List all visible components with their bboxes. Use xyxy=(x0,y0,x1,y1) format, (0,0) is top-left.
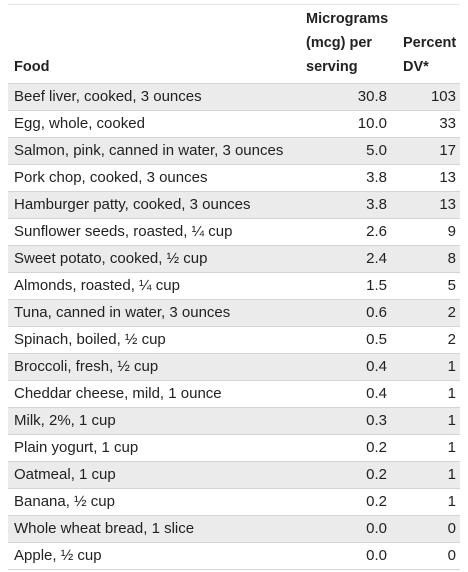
table-row: Sunflower seeds, roasted, ¼ cup 2.6 9 xyxy=(8,218,460,246)
cell-food: Egg, whole, cooked xyxy=(8,110,300,138)
cell-food: Almonds, roasted, ¼ cup xyxy=(8,272,300,300)
table-row: Broccoli, fresh, ½ cup 0.4 1 xyxy=(8,353,460,381)
cell-micrograms: 0.2 xyxy=(300,434,397,462)
column-header-food: Food xyxy=(8,4,300,84)
column-header-percent-dv: Percent DV* xyxy=(397,4,460,84)
table-row: Tuna, canned in water, 3 ounces 0.6 2 xyxy=(8,299,460,327)
cell-food: Sunflower seeds, roasted, ¼ cup xyxy=(8,218,300,246)
cell-percent-dv: 33 xyxy=(397,110,460,138)
cell-percent-dv: 5 xyxy=(397,272,460,300)
cell-micrograms: 1.5 xyxy=(300,272,397,300)
cell-food: Banana, ½ cup xyxy=(8,488,300,516)
table-row: Milk, 2%, 1 cup 0.3 1 xyxy=(8,407,460,435)
column-header-micrograms-line1: Micrograms xyxy=(306,11,389,27)
cell-micrograms: 0.4 xyxy=(300,353,397,381)
cell-micrograms: 30.8 xyxy=(300,83,397,111)
cell-percent-dv: 2 xyxy=(397,299,460,327)
cell-micrograms: 2.6 xyxy=(300,218,397,246)
column-header-micrograms: Micrograms (mcg) per serving xyxy=(300,4,397,84)
cell-percent-dv: 0 xyxy=(397,542,460,570)
table-row: Beef liver, cooked, 3 ounces 30.8 103 xyxy=(8,83,460,111)
nutrient-table-container: Food Micrograms (mcg) per serving Percen… xyxy=(8,4,460,570)
cell-food: Sweet potato, cooked, ½ cup xyxy=(8,245,300,273)
nutrient-table: Food Micrograms (mcg) per serving Percen… xyxy=(8,4,460,570)
cell-percent-dv: 0 xyxy=(397,515,460,543)
cell-food: Tuna, canned in water, 3 ounces xyxy=(8,299,300,327)
cell-food: Milk, 2%, 1 cup xyxy=(8,407,300,435)
cell-micrograms: 0.6 xyxy=(300,299,397,327)
cell-micrograms: 3.8 xyxy=(300,191,397,219)
cell-percent-dv: 1 xyxy=(397,407,460,435)
cell-food: Spinach, boiled, ½ cup xyxy=(8,326,300,354)
table-body: Beef liver, cooked, 3 ounces 30.8 103 Egg, … xyxy=(8,83,460,570)
cell-percent-dv: 13 xyxy=(397,164,460,192)
cell-micrograms: 2.4 xyxy=(300,245,397,273)
cell-percent-dv: 103 xyxy=(397,83,460,111)
cell-percent-dv: 9 xyxy=(397,218,460,246)
column-header-percent-dv-line2: DV* xyxy=(403,59,429,75)
table-row: Spinach, boiled, ½ cup 0.5 2 xyxy=(8,326,460,354)
cell-micrograms: 0.0 xyxy=(300,515,397,543)
table-row: Hamburger patty, cooked, 3 ounces 3.8 13 xyxy=(8,191,460,219)
cell-micrograms: 0.2 xyxy=(300,488,397,516)
cell-percent-dv: 1 xyxy=(397,380,460,408)
cell-percent-dv: 17 xyxy=(397,137,460,165)
cell-food: Salmon, pink, canned in water, 3 ounces xyxy=(8,137,300,165)
table-row: Salmon, pink, canned in water, 3 ounces 5… xyxy=(8,137,460,165)
header-row: Food Micrograms (mcg) per serving Percen… xyxy=(8,4,460,84)
cell-micrograms: 0.4 xyxy=(300,380,397,408)
cell-micrograms: 0.2 xyxy=(300,461,397,489)
table-row: Apple, ½ cup 0.0 0 xyxy=(8,542,460,570)
cell-percent-dv: 1 xyxy=(397,488,460,516)
cell-food: Plain yogurt, 1 cup xyxy=(8,434,300,462)
cell-food: Hamburger patty, cooked, 3 ounces xyxy=(8,191,300,219)
table-row: Cheddar cheese, mild, 1 ounce 0.4 1 xyxy=(8,380,460,408)
cell-percent-dv: 1 xyxy=(397,434,460,462)
table-row: Banana, ½ cup 0.2 1 xyxy=(8,488,460,516)
cell-micrograms: 0.5 xyxy=(300,326,397,354)
column-header-micrograms-line3: serving xyxy=(306,59,358,75)
cell-food: Apple, ½ cup xyxy=(8,542,300,570)
cell-food: Pork chop, cooked, 3 ounces xyxy=(8,164,300,192)
table-row: Almonds, roasted, ¼ cup 1.5 5 xyxy=(8,272,460,300)
cell-micrograms: 0.0 xyxy=(300,542,397,570)
column-header-percent-dv-line1: Percent xyxy=(403,35,457,51)
cell-percent-dv: 1 xyxy=(397,353,460,381)
cell-percent-dv: 8 xyxy=(397,245,460,273)
cell-food: Whole wheat bread, 1 slice xyxy=(8,515,300,543)
table-row: Sweet potato, cooked, ½ cup 2.4 8 xyxy=(8,245,460,273)
table-row: Oatmeal, 1 cup 0.2 1 xyxy=(8,461,460,489)
cell-food: Broccoli, fresh, ½ cup xyxy=(8,353,300,381)
cell-micrograms: 0.3 xyxy=(300,407,397,435)
cell-food: Beef liver, cooked, 3 ounces xyxy=(8,83,300,111)
cell-percent-dv: 13 xyxy=(397,191,460,219)
table-header: Food Micrograms (mcg) per serving Percen… xyxy=(8,4,460,84)
cell-food: Cheddar cheese, mild, 1 ounce xyxy=(8,380,300,408)
cell-micrograms: 10.0 xyxy=(300,110,397,138)
cell-food: Oatmeal, 1 cup xyxy=(8,461,300,489)
cell-micrograms: 5.0 xyxy=(300,137,397,165)
column-header-micrograms-line2: (mcg) per xyxy=(306,35,373,51)
table-row: Egg, whole, cooked 10.0 33 xyxy=(8,110,460,138)
column-header-food-label: Food xyxy=(14,59,50,75)
table-row: Plain yogurt, 1 cup 0.2 1 xyxy=(8,434,460,462)
cell-percent-dv: 1 xyxy=(397,461,460,489)
table-row: Pork chop, cooked, 3 ounces 3.8 13 xyxy=(8,164,460,192)
cell-percent-dv: 2 xyxy=(397,326,460,354)
table-row: Whole wheat bread, 1 slice 0.0 0 xyxy=(8,515,460,543)
cell-micrograms: 3.8 xyxy=(300,164,397,192)
